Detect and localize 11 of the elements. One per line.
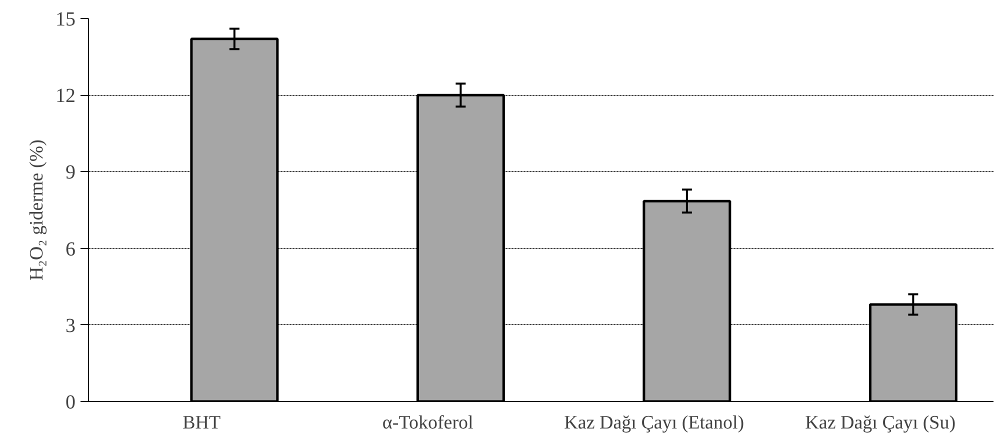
x-tick-label: α-Tokoferol xyxy=(382,412,474,434)
x-tick-label: Kaz Dağı Çayı (Etanol) xyxy=(564,412,744,434)
y-tick-label: 9 xyxy=(66,162,76,184)
x-tick-label: Kaz Dağı Çayı (Su) xyxy=(805,412,956,434)
x-tick-label: BHT xyxy=(182,412,222,434)
y-tick-label: 6 xyxy=(66,238,76,260)
y-axis-title: H₂O₂ giderme (%) xyxy=(26,140,48,280)
y-tick-label: 0 xyxy=(66,392,76,414)
y-tick-label: 12 xyxy=(56,85,76,108)
y-tick-label: 15 xyxy=(56,8,76,30)
y-tick-label: 3 xyxy=(66,314,76,337)
